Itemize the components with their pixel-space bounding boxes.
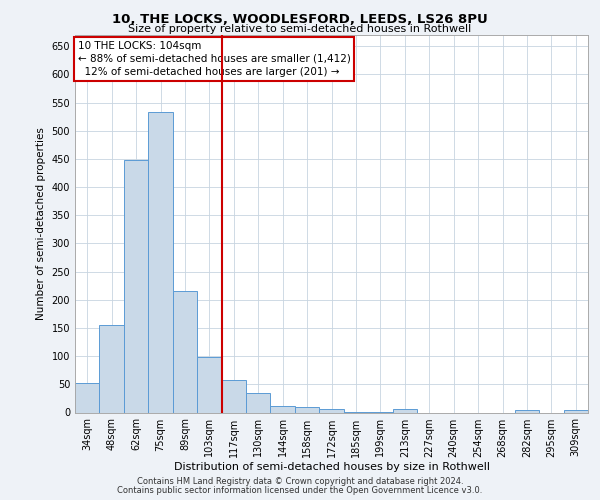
Text: Contains public sector information licensed under the Open Government Licence v3: Contains public sector information licen…	[118, 486, 482, 495]
X-axis label: Distribution of semi-detached houses by size in Rothwell: Distribution of semi-detached houses by …	[173, 462, 490, 472]
Bar	[148, 112, 173, 412]
Text: Size of property relative to semi-detached houses in Rothwell: Size of property relative to semi-detach…	[128, 24, 472, 34]
Bar	[319, 408, 344, 412]
Text: Contains HM Land Registry data © Crown copyright and database right 2024.: Contains HM Land Registry data © Crown c…	[137, 478, 463, 486]
Bar	[173, 292, 197, 412]
Text: 10, THE LOCKS, WOODLESFORD, LEEDS, LS26 8PU: 10, THE LOCKS, WOODLESFORD, LEEDS, LS26 …	[112, 13, 488, 26]
Bar	[271, 406, 295, 412]
Bar	[221, 380, 246, 412]
Bar	[100, 325, 124, 412]
Bar	[295, 408, 319, 412]
Bar	[75, 383, 100, 412]
Bar	[563, 410, 588, 412]
Bar	[392, 409, 417, 412]
Bar	[515, 410, 539, 412]
Bar	[197, 358, 221, 412]
Bar	[124, 160, 148, 412]
Text: 10 THE LOCKS: 104sqm
← 88% of semi-detached houses are smaller (1,412)
  12% of : 10 THE LOCKS: 104sqm ← 88% of semi-detac…	[77, 40, 350, 77]
Bar	[246, 393, 271, 412]
Y-axis label: Number of semi-detached properties: Number of semi-detached properties	[36, 128, 46, 320]
